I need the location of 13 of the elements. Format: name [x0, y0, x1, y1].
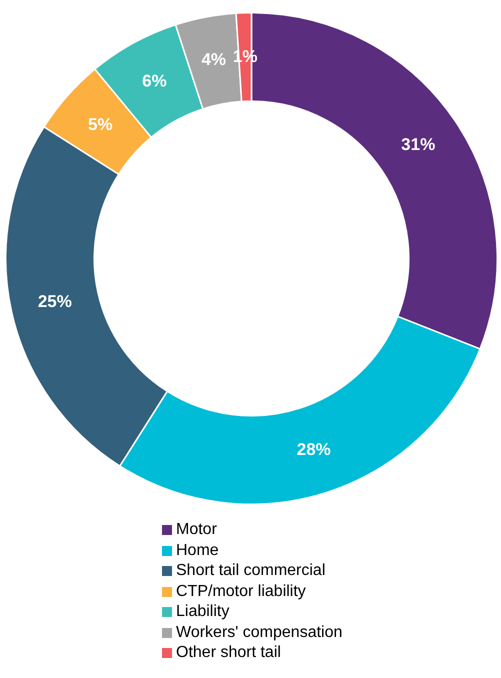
legend-label: CTP/motor liability: [176, 582, 306, 602]
data-label: 6%: [142, 72, 167, 91]
data-label: 4%: [201, 50, 226, 70]
legend-label: Liability: [176, 602, 230, 622]
data-label: 28%: [296, 440, 331, 459]
data-label: 31%: [401, 134, 436, 154]
legend-label: Motor: [176, 520, 217, 540]
legend-label: Short tail commercial: [176, 561, 326, 581]
legend-label: Home: [176, 540, 219, 560]
legend-label: Other short tail: [176, 643, 281, 663]
data-label: 25%: [38, 292, 72, 312]
legend-label: Workers' compensation: [176, 622, 342, 642]
data-label: 5%: [88, 114, 113, 134]
